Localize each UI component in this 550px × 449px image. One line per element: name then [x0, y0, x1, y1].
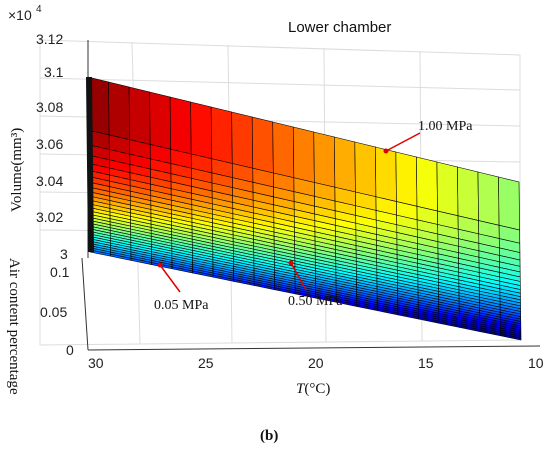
- surface-cell: [231, 111, 254, 169]
- surface-cell: [210, 106, 233, 164]
- surface-mesh: [86, 76, 522, 341]
- x-tick-label: 25: [198, 355, 214, 371]
- annotations: 1.00 MPa 0.50 MPa 0.05 MPa: [154, 119, 473, 313]
- surface-cell: [149, 91, 172, 150]
- z-scale-exponent: 4: [36, 4, 42, 15]
- z-tick-label: 3.12: [36, 31, 63, 47]
- annotation-dot-3: [157, 262, 163, 268]
- z-tick-label: 3.04: [36, 173, 63, 189]
- annotation-label-1: 1.00 MPa: [418, 119, 473, 134]
- surface-cell: [333, 136, 356, 193]
- surface-cell: [498, 176, 520, 231]
- z-tick-label: 3.1: [44, 64, 64, 80]
- surface-cell: [169, 96, 192, 155]
- surface-cell: [477, 171, 500, 226]
- z-tick-label: 3: [60, 246, 68, 262]
- x-axis-label-symbol: T: [296, 381, 306, 397]
- z-scale-base: ×10: [8, 7, 32, 23]
- surface-cell: [375, 146, 397, 202]
- z-tick-label: 3.08: [36, 99, 63, 115]
- x-tick-label: 10: [528, 355, 544, 371]
- surface-cell: [354, 141, 377, 198]
- x-axis-label: T(°C): [296, 381, 330, 397]
- x-tick-label: 30: [88, 355, 104, 371]
- surface-cell: [313, 131, 336, 188]
- z-axis-label: Volume(mm³): [9, 128, 25, 212]
- y-tick-label: 0.1: [50, 264, 70, 280]
- annotation-arrow-1: [385, 132, 421, 152]
- z-tick-label: 3.06: [36, 136, 63, 152]
- x-axis-line: [87, 345, 541, 351]
- surface-edge: [86, 77, 94, 252]
- surface-cell: [457, 166, 479, 221]
- annotation-dot-1: [383, 148, 389, 154]
- surface-cell: [395, 151, 418, 207]
- x-tick-label: 15: [418, 355, 434, 371]
- annotation-label-2: 0.50 MPa: [288, 294, 343, 309]
- z-scale-factor: ×10 4: [8, 4, 42, 23]
- annotation-arrow-2: [290, 262, 307, 291]
- surface-cell: [272, 121, 295, 179]
- surface-cell: [416, 156, 438, 212]
- surface-cell: [292, 126, 315, 183]
- annotation-arrow-3: [159, 264, 181, 293]
- surface-cell: [251, 116, 274, 174]
- y-axis-line: [81, 257, 89, 351]
- surface-cell: [190, 101, 213, 160]
- surface-cell: [108, 81, 130, 141]
- y-ticks: 0.1 0.05 0: [40, 264, 74, 358]
- surface-cell: [128, 86, 151, 145]
- x-axis-label-unit: (°C): [304, 381, 330, 397]
- y-axis-label: Air content percentage: [6, 258, 22, 395]
- x-ticks: 30 25 20 15 10: [88, 355, 544, 371]
- chart-title: Lower chamber: [288, 19, 391, 36]
- surface-cell: [436, 161, 459, 217]
- annotation-label-3: 0.05 MPa: [154, 298, 209, 313]
- z-ticks: 3.12 3.1 3.08 3.06 3.04 3.02 3: [36, 31, 68, 262]
- surface-cell: [500, 333, 522, 341]
- y-tick-label: 0.05: [40, 304, 67, 320]
- grid-line: [39, 77, 521, 91]
- x-tick-label: 20: [308, 355, 324, 371]
- z-tick-label: 3.02: [36, 209, 63, 225]
- y-tick-label: 0: [66, 342, 74, 358]
- figure-caption: (b): [260, 428, 278, 444]
- annotation-dot-2: [288, 260, 294, 266]
